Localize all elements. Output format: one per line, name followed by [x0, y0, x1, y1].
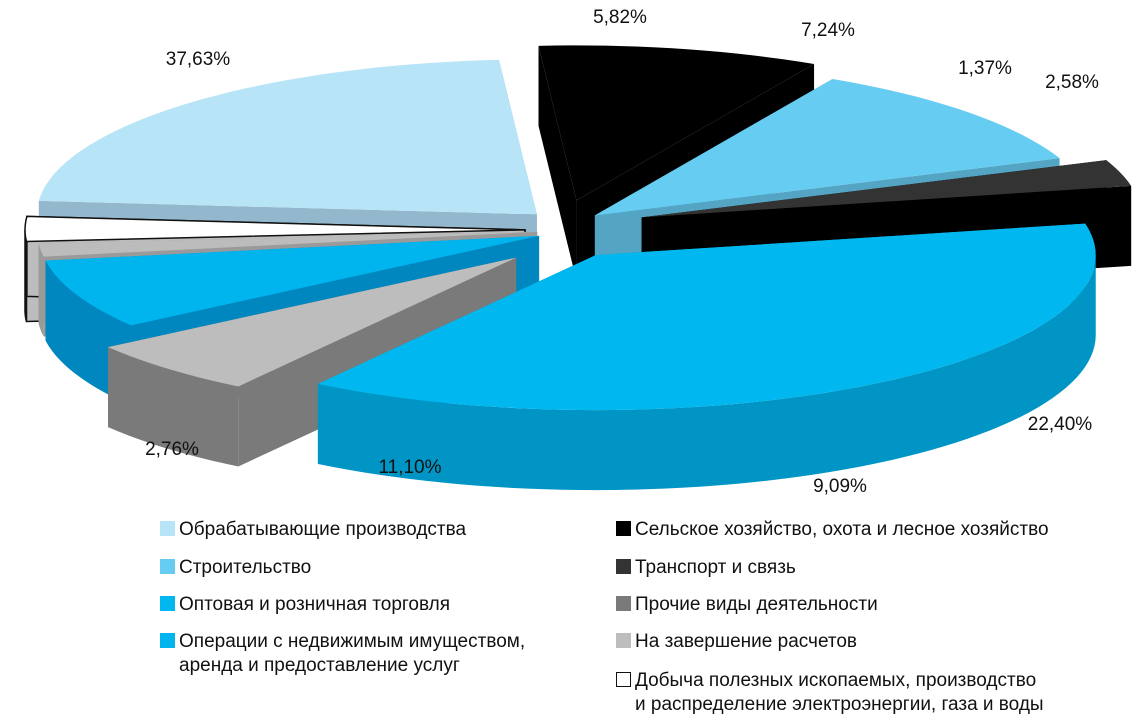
data-label-real-estate: 7,24% — [801, 20, 855, 41]
pie-slice-trade — [317, 223, 1096, 491]
data-label-transport: 2,76% — [145, 439, 199, 460]
slice-top — [538, 45, 815, 201]
data-label-other: 5,82% — [593, 7, 647, 28]
slice-top — [38, 59, 537, 215]
data-label-mining: 2,58% — [1045, 72, 1099, 93]
slice-top — [38, 231, 538, 257]
data-label-settlements: 1,37% — [958, 58, 1012, 79]
slice-outer-wall — [108, 347, 239, 467]
slice-inner-wall — [538, 45, 577, 281]
data-label-manufacturing: 22,40% — [1028, 414, 1093, 435]
slice-top — [108, 257, 517, 387]
data-label-agriculture: 9,09% — [813, 476, 867, 497]
slice-top — [45, 235, 540, 326]
slice-top — [317, 223, 1096, 411]
data-label-trade: 37,63% — [166, 49, 231, 70]
slice-outer-wall — [24, 229, 28, 322]
slice-outer-wall — [317, 255, 1096, 491]
pie-slice-other — [108, 257, 517, 467]
slice-outer-wall — [38, 243, 44, 337]
data-label-construction: 11,10% — [378, 457, 441, 478]
slice-top — [641, 160, 1132, 218]
slice-top — [24, 215, 526, 243]
slice-top — [594, 79, 1060, 216]
